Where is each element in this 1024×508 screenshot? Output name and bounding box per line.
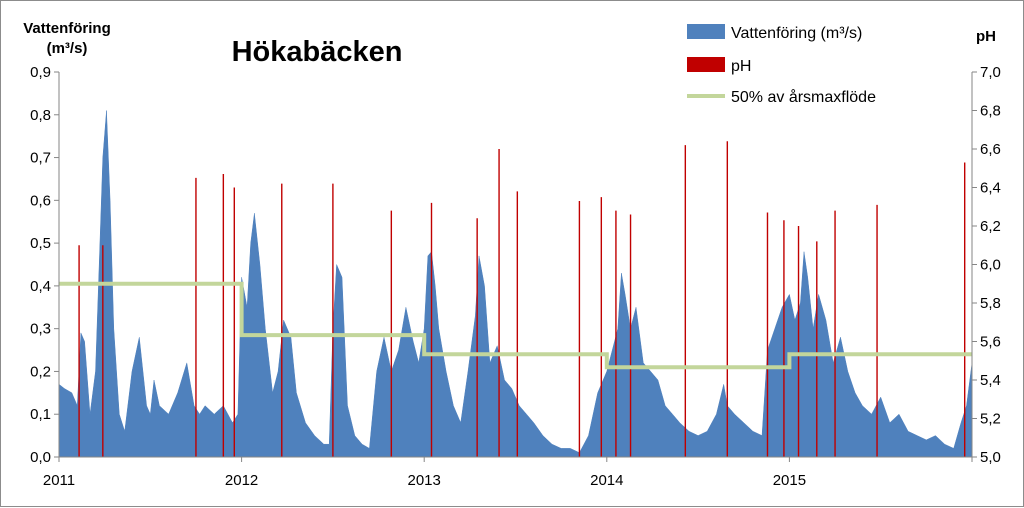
right-tick-label: 5,2 xyxy=(980,411,1001,428)
right-tick-label: 6,0 xyxy=(980,257,1001,274)
right-tick-label: 6,2 xyxy=(980,218,1001,235)
flow-area-series xyxy=(58,110,973,458)
chart-title: Hökabäcken xyxy=(232,36,403,68)
x-tick-label: 2013 xyxy=(408,472,441,489)
right-tick-label: 5,0 xyxy=(980,449,1001,466)
left-tick-label: 0,5 xyxy=(30,235,51,252)
left-axis-title-line1: Vattenföring xyxy=(23,20,111,37)
left-tick-label: 0,3 xyxy=(30,321,51,338)
legend-swatch-ph xyxy=(687,57,725,72)
left-axis-title-line2: (m³/s) xyxy=(47,40,88,57)
x-tick-label: 2015 xyxy=(773,472,806,489)
right-tick-label: 6,4 xyxy=(980,180,1001,197)
threshold-step-series xyxy=(59,281,972,370)
legend-label-flow: Vattenföring (m³/s) xyxy=(731,25,862,42)
left-tick-label: 0,9 xyxy=(30,64,51,81)
legend-label-ph: pH xyxy=(731,58,751,75)
x-tick-label: 2012 xyxy=(225,472,258,489)
right-tick-label: 5,8 xyxy=(980,295,1001,312)
legend-label-threshold: 50% av årsmaxflöde xyxy=(731,88,876,106)
right-tick-label: 5,6 xyxy=(980,334,1001,351)
left-tick-label: 0,7 xyxy=(30,150,51,167)
legend-swatch-flow xyxy=(687,24,725,39)
left-tick-label: 0,8 xyxy=(30,107,51,124)
right-tick-label: 7,0 xyxy=(980,64,1001,81)
right-axis-title: pH xyxy=(976,28,996,45)
left-tick-label: 0,2 xyxy=(30,363,51,380)
right-tick-label: 6,8 xyxy=(980,103,1001,120)
right-tick-label: 6,6 xyxy=(980,141,1001,158)
left-tick-label: 0,0 xyxy=(30,449,51,466)
right-tick-label: 5,4 xyxy=(980,372,1001,389)
x-tick-label: 2014 xyxy=(590,472,623,489)
x-tick-label: 2011 xyxy=(43,472,75,489)
left-tick-label: 0,1 xyxy=(30,406,51,423)
left-tick-label: 0,4 xyxy=(30,278,51,295)
left-tick-label: 0,6 xyxy=(30,192,51,209)
